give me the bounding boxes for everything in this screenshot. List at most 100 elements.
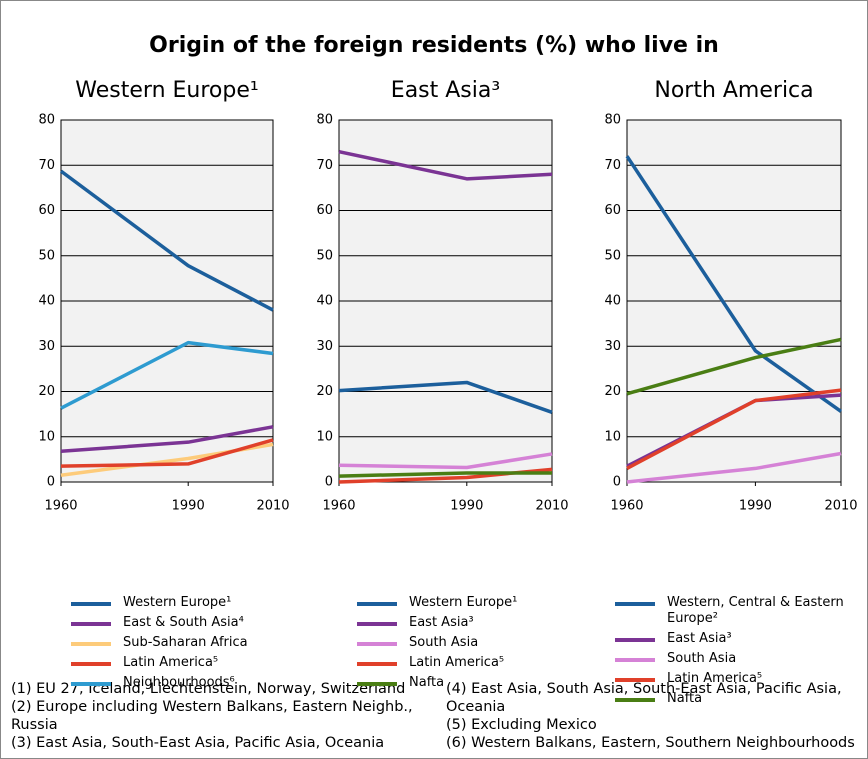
legend: Western Europe¹ East & South Asia⁴ Sub-Sah… <box>71 595 321 695</box>
legend-label: East Asia³ <box>667 631 732 646</box>
y-tick-label: 20 <box>38 384 55 399</box>
y-tick-label: 50 <box>316 248 333 263</box>
legend-label: Sub-Saharan Africa <box>123 635 248 650</box>
legend-item: South Asia <box>357 635 597 651</box>
y-tick-label: 0 <box>613 475 621 490</box>
legend-label: East & South Asia⁴ <box>123 615 244 630</box>
legend-label: South Asia <box>409 635 479 650</box>
y-tick-label: 70 <box>604 158 621 173</box>
x-tick-label: 1990 <box>172 499 205 514</box>
footnote: (4) East Asia, South Asia, South-East As… <box>446 681 842 715</box>
chart-title: Western Europe¹ <box>75 78 258 103</box>
line-series <box>626 337 842 396</box>
x-tick-label: 2010 <box>824 499 857 514</box>
y-tick-label: 0 <box>325 475 333 490</box>
y-tick-label: 60 <box>316 203 333 218</box>
legend-item: Western Europe¹ <box>71 595 321 611</box>
legend-item: Sub-Saharan Africa <box>71 635 321 651</box>
y-tick-label: 60 <box>604 203 621 218</box>
line-series <box>338 149 553 181</box>
legend-swatch <box>71 662 111 666</box>
legend-label: Nafta <box>409 675 445 690</box>
x-tick-label: 1990 <box>739 499 772 514</box>
y-tick-label: 40 <box>316 294 333 309</box>
legend-item: Nafta <box>615 691 855 707</box>
line-series <box>626 451 842 484</box>
legend-item: Latin America⁵ <box>357 655 597 671</box>
legend-swatch <box>615 678 655 682</box>
y-tick-label: 30 <box>316 339 333 354</box>
legend-item: Neighbourhoods⁶ <box>71 675 321 691</box>
legend-label: Neighbourhoods⁶ <box>123 675 235 690</box>
legend: Western Europe¹ East Asia³ South Asia Latin… <box>357 595 597 695</box>
line-series <box>60 425 274 453</box>
y-tick-label: 60 <box>38 203 55 218</box>
legend-label: Nafta <box>667 691 703 706</box>
y-tick-label: 50 <box>604 248 621 263</box>
x-tick-label: 1960 <box>610 499 643 514</box>
y-tick-label: 30 <box>38 339 55 354</box>
footnote: (2) Europe including Western Balkans, Ea… <box>11 699 413 733</box>
line-series <box>338 452 553 470</box>
legend-item: Western Europe¹ <box>357 595 597 611</box>
line-series <box>626 388 842 470</box>
x-tick-label: 1990 <box>450 499 483 514</box>
y-tick-label: 80 <box>38 113 55 128</box>
legend-item: East Asia³ <box>357 615 597 631</box>
legend-label: Western, Central & Eastern Europe² <box>667 595 844 626</box>
legend: Western, Central & Eastern Europe² East A… <box>615 595 855 711</box>
line-series <box>338 471 552 478</box>
legend-swatch <box>615 638 655 642</box>
legend-swatch <box>71 622 111 626</box>
legend-item: East Asia³ <box>615 631 855 647</box>
legend-item: Nafta <box>357 675 597 691</box>
x-tick-label: 1960 <box>322 499 355 514</box>
y-tick-label: 40 <box>38 294 55 309</box>
legend-label: Western Europe¹ <box>409 595 518 610</box>
y-tick-label: 20 <box>316 384 333 399</box>
footnote: (5) Excluding Mexico <box>446 717 597 733</box>
y-tick-label: 50 <box>38 248 55 263</box>
legend-item: South Asia <box>615 651 855 667</box>
x-tick-label: 1960 <box>44 499 77 514</box>
legend-swatch <box>71 642 111 646</box>
footnote: (3) East Asia, South-East Asia, Pacific … <box>11 735 385 751</box>
legend-label: South Asia <box>667 651 737 666</box>
legend-label: Western Europe¹ <box>123 595 232 610</box>
y-tick-label: 30 <box>604 339 621 354</box>
legend-item: Latin America⁵ <box>615 671 855 687</box>
legend-item: Western, Central & Eastern Europe² <box>615 595 855 627</box>
legend-swatch <box>615 698 655 702</box>
y-tick-label: 80 <box>604 113 621 128</box>
y-tick-label: 80 <box>316 113 333 128</box>
legend-label: Latin America⁵ <box>123 655 219 670</box>
y-tick-label: 70 <box>38 158 55 173</box>
legend-swatch <box>71 602 111 606</box>
legend-item: Latin America⁵ <box>71 655 321 671</box>
y-tick-label: 10 <box>604 429 621 444</box>
legend-swatch <box>71 682 111 686</box>
legend-swatch <box>615 658 655 662</box>
legend-item: East & South Asia⁴ <box>71 615 321 631</box>
x-tick-label: 2010 <box>256 499 289 514</box>
x-tick-label: 2010 <box>535 499 568 514</box>
legend-swatch <box>357 622 397 626</box>
chart-title: East Asia³ <box>391 78 500 103</box>
line-series <box>60 340 274 410</box>
footnotes-right: (4) East Asia, South Asia, South-East As… <box>446 680 861 752</box>
legend-swatch <box>615 602 655 606</box>
legend-label: Latin America⁵ <box>667 671 763 686</box>
footnote: (6) Western Balkans, Eastern, Southern N… <box>446 735 855 751</box>
y-tick-label: 10 <box>38 429 55 444</box>
legend-swatch <box>357 662 397 666</box>
y-tick-label: 70 <box>316 158 333 173</box>
y-tick-label: 20 <box>604 384 621 399</box>
legend-swatch <box>357 602 397 606</box>
y-tick-label: 0 <box>47 475 55 490</box>
legend-label: East Asia³ <box>409 615 474 630</box>
y-tick-label: 40 <box>604 294 621 309</box>
legend-swatch <box>357 642 397 646</box>
legend-label: Latin America⁵ <box>409 655 505 670</box>
